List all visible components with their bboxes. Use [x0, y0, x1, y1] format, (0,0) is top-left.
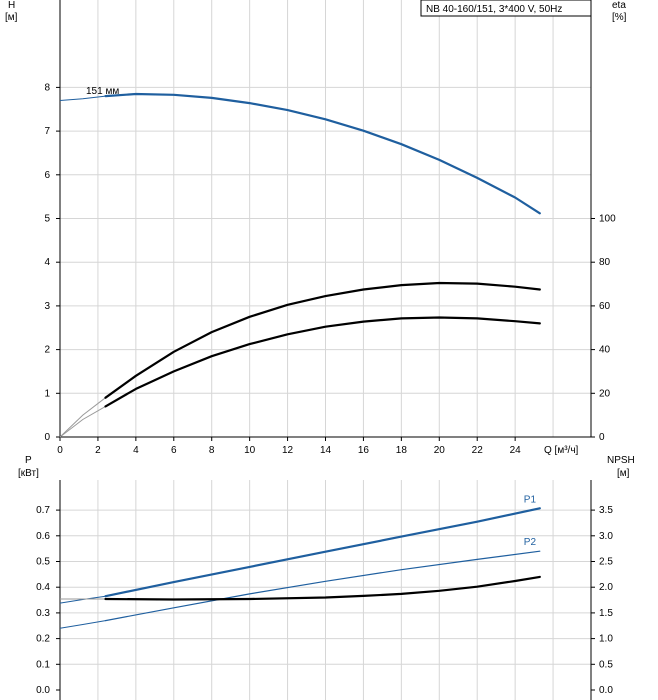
x-tick-label: 12 — [282, 445, 294, 456]
bottom-ticks: 0.0 0.1 0.2 0.3 0.4 0.5 0.6 0.7 0.0 0.5 1.0 1.5 2.0 2… — [36, 505, 613, 696]
right-axis-label-npsh: NPSH — [607, 455, 635, 466]
top-curves — [59, 92, 541, 438]
left-tick-label: 0.2 — [36, 634, 50, 645]
x-tick-label: 10 — [244, 445, 256, 456]
left-axis-label-p-unit: [кВт] — [18, 468, 39, 479]
left-tick-label: 2 — [44, 345, 50, 356]
right-tick-label: 80 — [599, 257, 611, 268]
series-extension-line — [59, 95, 106, 101]
top-chart: H [м] eta [%] NB 40-160/151, 3*400 V, 50… — [5, 0, 627, 456]
right-tick-label: 1.0 — [599, 634, 613, 645]
series-extension-line — [59, 595, 106, 604]
chart-title: NB 40-160/151, 3*400 V, 50Hz — [426, 4, 562, 15]
bottom-curves: P1 P2 — [59, 494, 541, 629]
x-tick-label: 0 — [57, 445, 63, 456]
series-label: P1 — [524, 494, 537, 505]
top-grid — [60, 0, 591, 437]
left-axis-label-h-unit: [м] — [5, 12, 18, 23]
right-tick-label: 0.5 — [599, 659, 613, 670]
left-tick-label: 0.6 — [36, 531, 50, 542]
x-tick-label: 14 — [320, 445, 332, 456]
left-tick-label: 0.5 — [36, 557, 50, 568]
right-tick-label: 0 — [599, 432, 605, 443]
right-tick-label: 3.5 — [599, 505, 613, 516]
right-axis-label-eta: eta — [612, 0, 626, 11]
x-tick-label: 8 — [209, 445, 215, 456]
right-axis-label-eta-unit: [%] — [612, 12, 627, 23]
impeller-diameter-annotation: 151 мм — [86, 86, 119, 97]
x-axis-label: Q [м³/ч] — [544, 445, 579, 456]
left-tick-label: 8 — [44, 82, 50, 93]
series-line — [104, 92, 541, 215]
right-tick-label: 20 — [599, 388, 611, 399]
right-tick-label: 60 — [599, 301, 611, 312]
left-tick-label: 0.1 — [36, 659, 50, 670]
x-tick-label: 4 — [133, 445, 139, 456]
series-label: P2 — [524, 537, 537, 548]
left-tick-label: 3 — [44, 301, 50, 312]
right-tick-label: 100 — [599, 214, 616, 225]
series-extension-line — [59, 405, 106, 438]
right-tick-label: 1.5 — [599, 608, 613, 619]
left-tick-label: 0.4 — [36, 582, 50, 593]
series-line — [104, 316, 541, 408]
x-tick-label: 2 — [95, 445, 101, 456]
left-tick-label: 0.3 — [36, 608, 50, 619]
left-tick-label: 6 — [44, 170, 50, 181]
left-tick-label: 0.7 — [36, 505, 50, 516]
left-tick-label: 7 — [44, 126, 50, 137]
series-extension-line — [59, 397, 106, 438]
series-extension-line — [59, 620, 106, 629]
left-tick-label: 0.0 — [36, 685, 50, 696]
series-line — [104, 550, 541, 622]
right-tick-label: 0.0 — [599, 685, 613, 696]
series-line — [104, 575, 541, 601]
left-tick-label: 1 — [44, 388, 50, 399]
x-tick-label: 22 — [472, 445, 484, 456]
x-tick-label: 20 — [434, 445, 446, 456]
right-tick-label: 2.5 — [599, 557, 613, 568]
x-tick-label: 6 — [171, 445, 177, 456]
chart-title-box — [420, 0, 592, 17]
right-axis-label-npsh-unit: [м] — [617, 468, 630, 479]
left-tick-label: 5 — [44, 214, 50, 225]
left-tick-label: 0 — [44, 432, 50, 443]
left-axis-label-p: P — [25, 455, 32, 466]
x-tick-label: 16 — [358, 445, 370, 456]
series-line — [104, 281, 541, 399]
series-line — [104, 507, 541, 598]
x-tick-label: 24 — [510, 445, 522, 456]
left-tick-label: 4 — [44, 257, 50, 268]
right-tick-label: 40 — [599, 345, 611, 356]
bottom-chart: P [кВт] NPSH [м] 0.00.10.20.30.40.50.60.… — [18, 455, 635, 700]
left-axis-label-h: H — [8, 0, 15, 11]
right-tick-label: 3.0 — [599, 531, 613, 542]
x-tick-label: 18 — [396, 445, 408, 456]
right-tick-label: 2.0 — [599, 582, 613, 593]
